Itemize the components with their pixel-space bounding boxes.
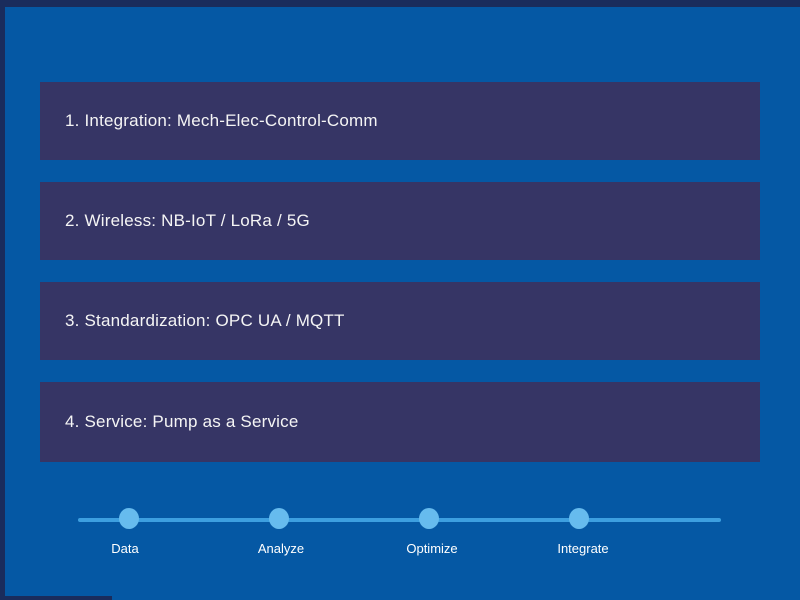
- frame-edge-top: [0, 0, 800, 7]
- feature-bar-service: 4. Service: Pump as a Service: [40, 382, 760, 462]
- timeline-dot-integrate: [569, 508, 589, 529]
- frame-edge-left: [0, 0, 5, 600]
- frame-edge-bottom-left: [0, 596, 112, 600]
- feature-bar-label: 3. Standardization: OPC UA / MQTT: [65, 311, 345, 330]
- timeline-step-label-data: Data: [111, 541, 139, 556]
- timeline-step-label-analyze: Analyze: [257, 541, 305, 556]
- feature-bar-label: 4. Service: Pump as a Service: [65, 412, 299, 431]
- timeline-dot-data: [119, 508, 139, 529]
- timeline-line: [78, 518, 721, 522]
- timeline-dot-analyze: [269, 508, 289, 529]
- timeline-dot-optimize: [419, 508, 439, 529]
- feature-bar-wireless: 2. Wireless: NB-IoT / LoRa / 5G: [40, 182, 760, 260]
- timeline-step-label-integrate: Integrate: [557, 541, 609, 556]
- feature-bar-label: 1. Integration: Mech-Elec-Control-Comm: [65, 111, 378, 130]
- timeline-step-label-optimize: Optimize: [406, 541, 458, 556]
- feature-bar-standardization: 3. Standardization: OPC UA / MQTT: [40, 282, 760, 360]
- feature-bar-integration: 1. Integration: Mech-Elec-Control-Comm: [40, 82, 760, 160]
- feature-bar-label: 2. Wireless: NB-IoT / LoRa / 5G: [65, 211, 310, 230]
